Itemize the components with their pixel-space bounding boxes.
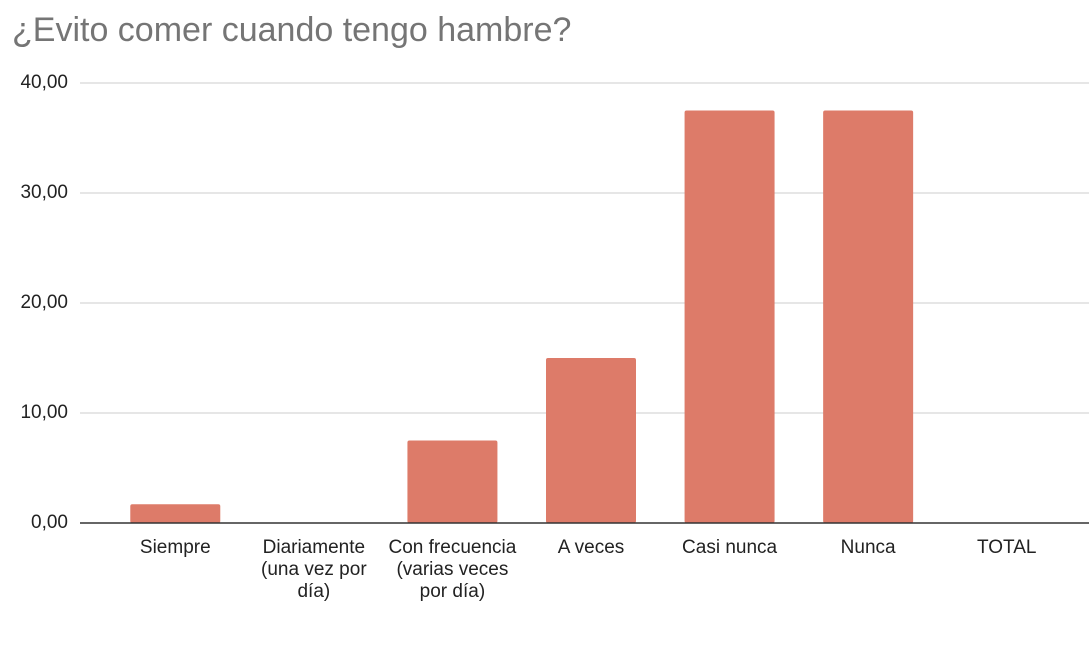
x-tick-label: A veces: [557, 537, 625, 558]
bar: [684, 110, 775, 523]
bar: [546, 358, 636, 523]
bar: [407, 440, 498, 523]
x-tick-label: Nunca: [840, 537, 896, 558]
bar: [130, 504, 221, 523]
y-tick-label: 40,00: [20, 72, 68, 93]
x-tick-label: TOTAL: [976, 537, 1037, 558]
y-tick-label: 20,00: [20, 292, 68, 313]
x-tick-label: Casi nunca: [682, 537, 778, 558]
y-tick-label: 10,00: [20, 402, 68, 423]
y-tick-label: 0,00: [31, 512, 68, 533]
bar: [823, 110, 914, 523]
chart-title: ¿Evito comer cuando tengo hambre?: [12, 11, 571, 49]
x-tick-label: Diariamente (una vez por día): [261, 537, 367, 602]
x-tick-label: Con frecuencia (varias veces por día): [388, 537, 517, 602]
x-tick-label: Siempre: [139, 537, 211, 558]
y-tick-label: 30,00: [20, 182, 68, 203]
